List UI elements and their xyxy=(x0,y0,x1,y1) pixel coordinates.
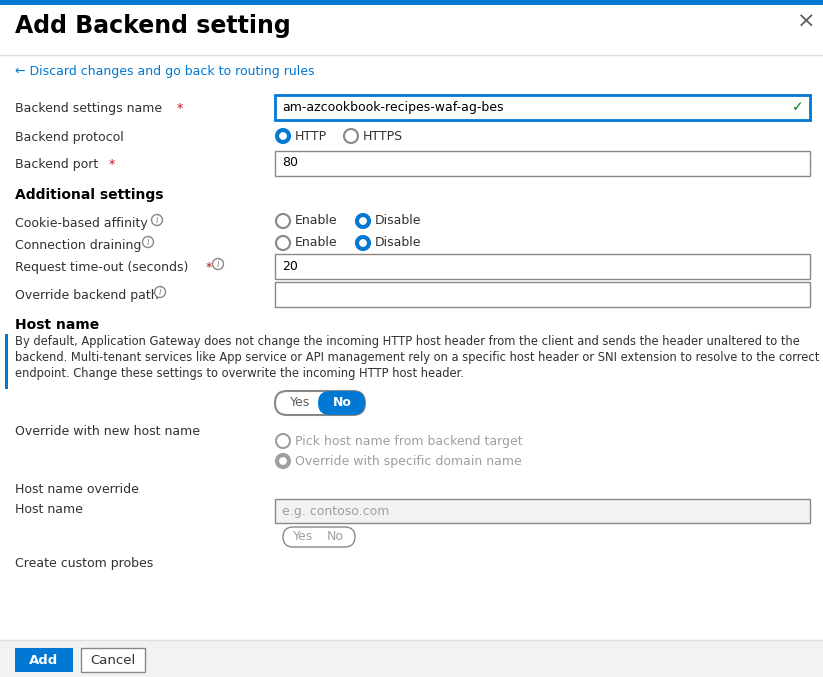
Text: Add Backend setting: Add Backend setting xyxy=(15,14,291,38)
Text: Enable: Enable xyxy=(295,215,337,227)
FancyBboxPatch shape xyxy=(318,391,365,415)
Text: i: i xyxy=(216,259,220,269)
Text: HTTPS: HTTPS xyxy=(363,129,403,142)
Text: backend. Multi-tenant services like App service or API management rely on a spec: backend. Multi-tenant services like App … xyxy=(15,351,820,364)
Text: Pick host name from backend target: Pick host name from backend target xyxy=(295,435,523,447)
Circle shape xyxy=(212,259,224,269)
Circle shape xyxy=(360,240,366,246)
FancyBboxPatch shape xyxy=(275,254,810,279)
Circle shape xyxy=(280,458,286,464)
Text: Backend protocol: Backend protocol xyxy=(15,131,123,144)
FancyBboxPatch shape xyxy=(0,0,823,5)
Text: Request time-out (seconds): Request time-out (seconds) xyxy=(15,261,193,274)
Circle shape xyxy=(276,236,290,250)
Text: Host name: Host name xyxy=(15,318,100,332)
Text: Override with new host name: Override with new host name xyxy=(15,425,200,438)
Circle shape xyxy=(155,286,165,297)
Text: Override with specific domain name: Override with specific domain name xyxy=(295,454,522,468)
Text: endpoint. Change these settings to overwrite the incoming HTTP host header.: endpoint. Change these settings to overw… xyxy=(15,367,464,380)
FancyBboxPatch shape xyxy=(283,527,355,547)
Text: Create custom probes: Create custom probes xyxy=(15,557,153,570)
Circle shape xyxy=(276,129,290,143)
Text: Override backend path: Override backend path xyxy=(15,289,159,302)
Text: am-azcookbook-recipes-waf-ag-bes: am-azcookbook-recipes-waf-ag-bes xyxy=(282,100,504,114)
Text: Connection draining: Connection draining xyxy=(15,239,142,252)
Text: Cancel: Cancel xyxy=(91,653,136,666)
Text: i: i xyxy=(156,215,158,225)
Text: 80: 80 xyxy=(282,156,298,169)
Text: HTTP: HTTP xyxy=(295,129,327,142)
FancyBboxPatch shape xyxy=(81,648,145,672)
Text: Backend settings name: Backend settings name xyxy=(15,102,166,115)
Text: *: * xyxy=(206,261,212,274)
Circle shape xyxy=(356,214,370,228)
Text: Disable: Disable xyxy=(375,215,421,227)
Text: Cookie-based affinity: Cookie-based affinity xyxy=(15,217,148,230)
Circle shape xyxy=(151,215,162,225)
FancyBboxPatch shape xyxy=(0,640,823,677)
FancyBboxPatch shape xyxy=(15,648,73,672)
Text: Host name: Host name xyxy=(15,503,83,516)
Text: Yes: Yes xyxy=(290,397,310,410)
Text: *: * xyxy=(109,158,115,171)
Text: Host name override: Host name override xyxy=(15,483,139,496)
Text: Add: Add xyxy=(30,653,58,666)
Circle shape xyxy=(344,129,358,143)
Text: ← Discard changes and go back to routing rules: ← Discard changes and go back to routing… xyxy=(15,65,314,78)
FancyBboxPatch shape xyxy=(275,282,810,307)
Circle shape xyxy=(142,236,154,248)
Text: By default, Application Gateway does not change the incoming HTTP host header fr: By default, Application Gateway does not… xyxy=(15,335,800,348)
Text: *: * xyxy=(177,102,184,115)
Text: Backend port: Backend port xyxy=(15,158,102,171)
Text: No: No xyxy=(333,397,352,410)
FancyBboxPatch shape xyxy=(275,391,365,415)
FancyBboxPatch shape xyxy=(5,334,8,389)
Text: No: No xyxy=(327,531,343,544)
Circle shape xyxy=(360,218,366,224)
Circle shape xyxy=(356,236,370,250)
Circle shape xyxy=(276,454,290,468)
Text: i: i xyxy=(146,237,150,247)
Circle shape xyxy=(276,214,290,228)
Text: Disable: Disable xyxy=(375,236,421,250)
Text: ✓: ✓ xyxy=(793,100,804,114)
FancyBboxPatch shape xyxy=(275,499,810,523)
Text: i: i xyxy=(159,287,161,297)
Text: ×: × xyxy=(797,12,816,32)
FancyBboxPatch shape xyxy=(275,151,810,176)
FancyBboxPatch shape xyxy=(275,95,810,120)
Text: Yes: Yes xyxy=(293,531,314,544)
Text: Enable: Enable xyxy=(295,236,337,250)
Circle shape xyxy=(276,434,290,448)
Text: 20: 20 xyxy=(282,259,298,273)
Circle shape xyxy=(280,133,286,139)
Text: e.g. contoso.com: e.g. contoso.com xyxy=(282,504,389,517)
Text: Additional settings: Additional settings xyxy=(15,188,164,202)
